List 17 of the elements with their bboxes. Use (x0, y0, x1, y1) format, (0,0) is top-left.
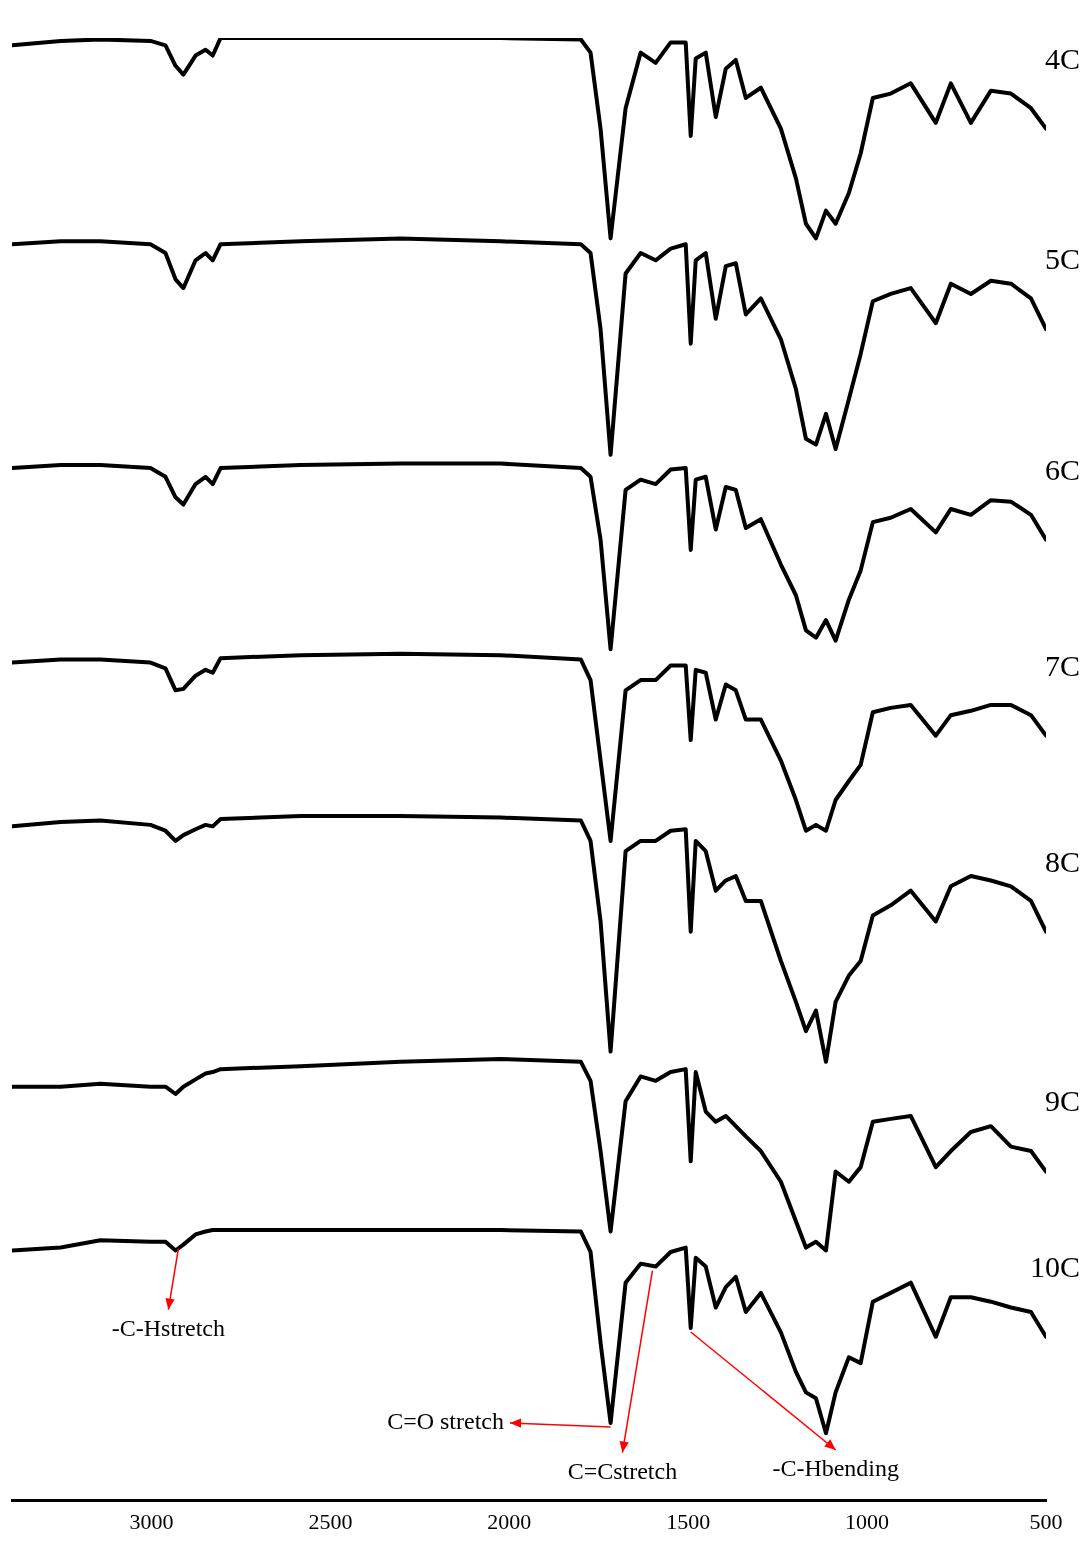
series-label: 5C (1044, 241, 1080, 275)
annotation: -C-Hstretch (111, 1314, 226, 1341)
series-label: 6C (1044, 452, 1080, 486)
x-tick-label: 1500 (666, 1508, 711, 1534)
annotation: C=O stretch (387, 1408, 504, 1435)
series-label: 7C (1044, 648, 1080, 682)
series-label: 10C (1029, 1249, 1080, 1283)
series-label: 8C (1044, 844, 1080, 878)
x-tick-label: 1000 (845, 1508, 890, 1534)
series-label: 9C (1044, 1084, 1080, 1118)
x-tick-label: 500 (1029, 1508, 1063, 1534)
series-label: 4C (1044, 41, 1080, 75)
annotation: C=Cstretch (567, 1457, 678, 1484)
annotation: -C-Hbending (772, 1455, 900, 1482)
x-tick-label: 2500 (308, 1508, 353, 1534)
x-tick-label: 2000 (487, 1508, 532, 1534)
x-tick-label: 3000 (129, 1508, 174, 1534)
